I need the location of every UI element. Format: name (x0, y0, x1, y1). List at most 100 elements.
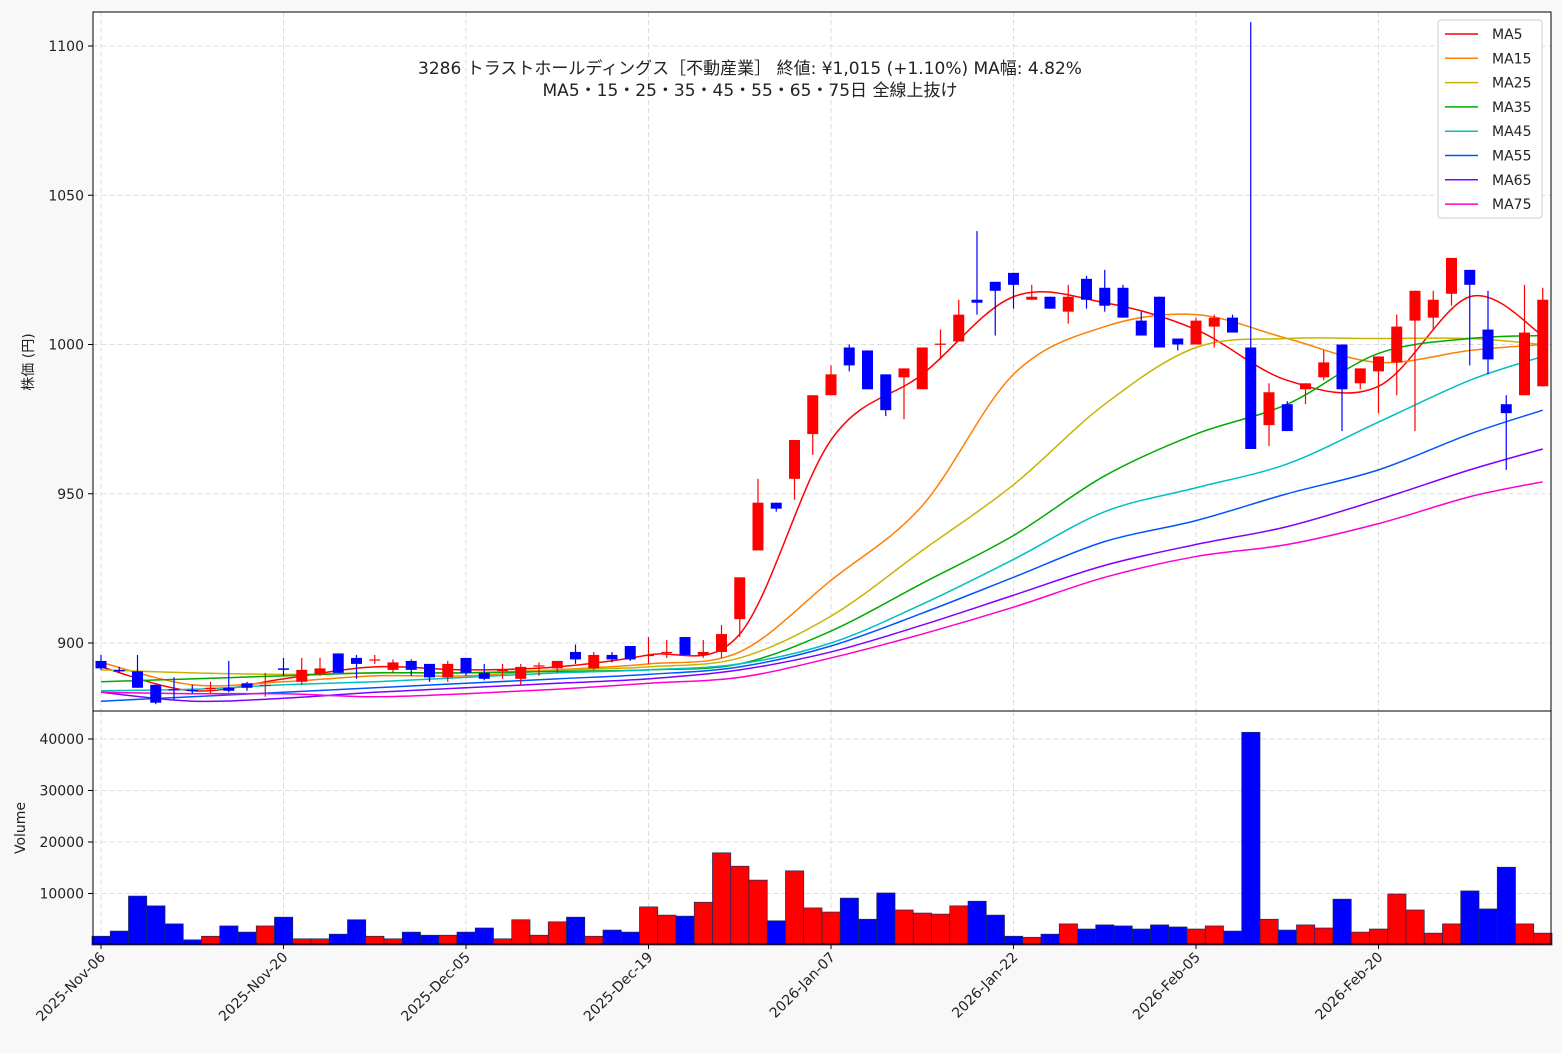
ma-line-ma15 (100, 313, 1543, 687)
volume-bar (146, 905, 166, 946)
legend: MA5 MA15 MA25 MA35 MA45 MA55 MA65 MA75 (1437, 19, 1543, 219)
volume-bar (128, 895, 148, 946)
candle-body (643, 654, 654, 657)
volume-bar (1296, 924, 1316, 946)
volume-bar (693, 901, 713, 946)
candle (205, 681, 216, 694)
volume-bar (639, 906, 659, 946)
candle (807, 395, 819, 455)
candle-body (296, 669, 308, 682)
candle-body (606, 654, 618, 660)
candle-body (1281, 404, 1293, 432)
candle-body (789, 440, 800, 479)
ma-line-ma55 (100, 409, 1543, 702)
volume-bar (1204, 925, 1224, 946)
price-axis-label: 株価 (円) (21, 333, 37, 390)
candle (971, 231, 983, 315)
candle-body (1354, 368, 1366, 384)
volume-bar (1387, 893, 1407, 946)
candle-body (1208, 317, 1220, 327)
candle (314, 657, 326, 676)
candle (588, 651, 600, 670)
price-tick-label: 950 (57, 487, 84, 503)
candle (259, 672, 271, 697)
candle (515, 663, 527, 685)
legend-label: MA65 (1492, 173, 1531, 189)
candle (113, 666, 125, 673)
candle-body (880, 374, 892, 411)
candle (734, 577, 746, 638)
candle-body (916, 347, 928, 390)
candle-body (1427, 299, 1439, 318)
candle (1135, 311, 1147, 336)
candle (1500, 395, 1512, 470)
candle (1281, 401, 1293, 432)
ma-line-ma65 (100, 448, 1543, 703)
volume-bar (1150, 924, 1170, 946)
volume-bar (1095, 924, 1115, 946)
candle (1081, 275, 1092, 309)
candle-body (1062, 296, 1074, 312)
volume-tick-label: 20000 (39, 835, 84, 851)
candle (1154, 296, 1165, 348)
candle (405, 659, 417, 676)
candle-body (679, 637, 691, 655)
candle (825, 365, 837, 396)
legend-label: MA75 (1492, 197, 1531, 213)
candle (1099, 269, 1111, 312)
candle (770, 502, 782, 512)
volume-bar (602, 929, 622, 946)
candle (935, 329, 946, 360)
candle (1336, 344, 1348, 432)
candle (570, 644, 581, 664)
candle (1318, 350, 1330, 381)
candle-body (1172, 338, 1184, 345)
candle-body (953, 314, 965, 342)
candle (1008, 272, 1019, 309)
candle (697, 640, 709, 658)
candle-body (1519, 332, 1530, 396)
candle-body (424, 663, 435, 678)
candle (1044, 296, 1056, 309)
volume-bar (456, 931, 476, 946)
candle-body (807, 395, 819, 435)
volume-bar (1405, 909, 1425, 946)
candle (296, 657, 308, 685)
volume-bar (164, 923, 184, 946)
candle-body (1135, 320, 1147, 336)
candle-body (935, 343, 946, 345)
candle-body (387, 662, 399, 670)
volume-bar (675, 915, 695, 946)
candle (1391, 314, 1403, 396)
candle (1446, 257, 1457, 306)
candle-body (1081, 278, 1092, 300)
price-tick-label: 1000 (48, 338, 84, 354)
volume-bar (730, 865, 750, 946)
legend-label: MA15 (1492, 51, 1531, 67)
candle-body (515, 666, 527, 679)
candle-body (1446, 257, 1457, 294)
candle-body (259, 684, 271, 686)
candle-body (478, 672, 490, 679)
volume-tick-label: 30000 (39, 784, 84, 800)
candle-body (1464, 269, 1476, 285)
volume-bar (1277, 929, 1297, 946)
candle (1482, 290, 1494, 375)
legend-label: MA55 (1492, 149, 1531, 165)
candle (1373, 356, 1384, 414)
candle-body (533, 665, 545, 667)
candle (241, 681, 253, 691)
candle (186, 684, 198, 694)
candle-body (150, 684, 162, 703)
candle-body (351, 657, 362, 664)
candle-body (716, 634, 727, 652)
candle (533, 662, 545, 676)
volume-bar (255, 925, 275, 946)
candle (223, 660, 235, 693)
candle-body (825, 374, 837, 396)
candle-body (661, 651, 673, 654)
volume-bar (949, 905, 969, 946)
volume-panel (93, 711, 1551, 944)
legend-label: MA35 (1492, 100, 1531, 116)
candle-body (1391, 326, 1403, 363)
